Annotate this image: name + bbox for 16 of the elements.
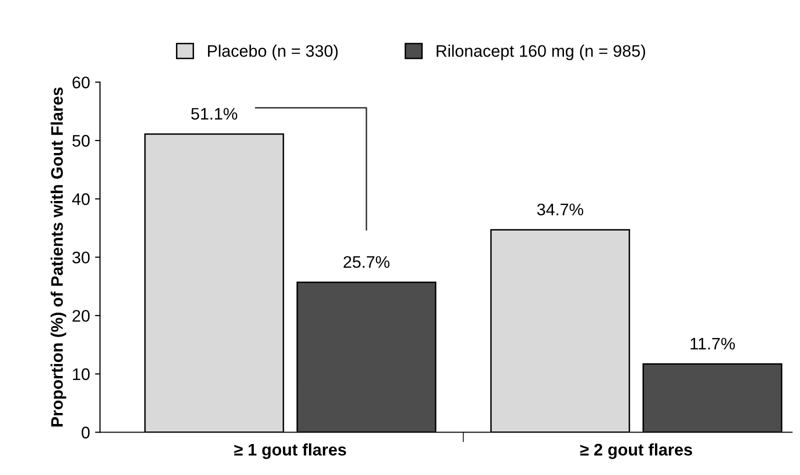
y-tick-label: 60 bbox=[72, 76, 90, 88]
y-tick-label: 30 bbox=[72, 252, 90, 264]
y-tick-label: 0 bbox=[82, 426, 90, 438]
y-tick-label: 10 bbox=[73, 368, 90, 380]
y-tick-label: 20 bbox=[72, 310, 90, 322]
data-label: 34.7% bbox=[537, 204, 584, 216]
data-label: 11.7% bbox=[690, 338, 735, 350]
y-tick-label: 40 bbox=[72, 193, 90, 206]
x-tick-label: ≥ 2 gout flares bbox=[580, 443, 692, 459]
y-axis-title: Proportion (%) of Patients with Gout Flares bbox=[50, 88, 66, 426]
x-tick-label: ≥ 1 gout flares bbox=[234, 443, 346, 459]
y-tick-label: 50 bbox=[72, 134, 90, 147]
legend-label: Placebo (n = 330) bbox=[208, 44, 338, 60]
data-label: 51.1% bbox=[191, 108, 238, 120]
legend-label: Rilonacept 160 mg (n = 985) bbox=[436, 44, 646, 60]
data-label: 25.7% bbox=[344, 256, 390, 268]
